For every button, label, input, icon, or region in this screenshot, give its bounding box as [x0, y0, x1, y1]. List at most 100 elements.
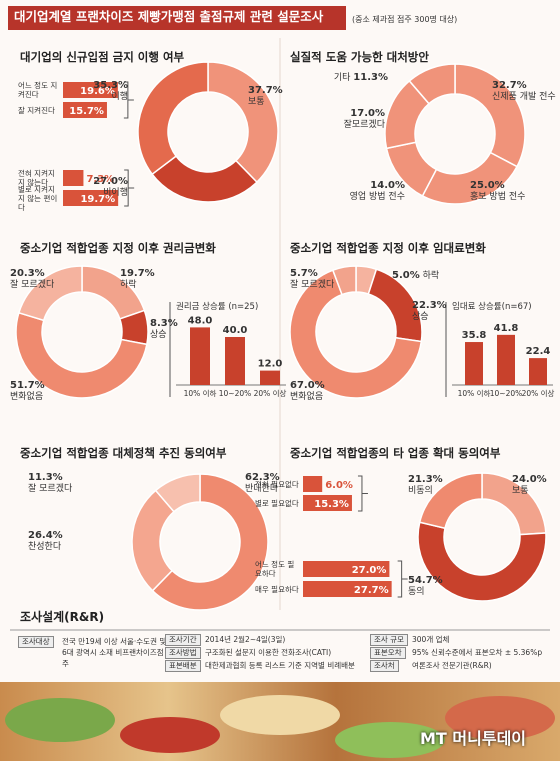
slice-label: 5.0% 하락 [392, 270, 439, 282]
photo-detail [445, 696, 555, 740]
slice-label: 27.0% 비이행 [18, 176, 128, 199]
breakdown-value-label: 35.8 [462, 330, 487, 341]
chart-title: 중소기업 적합업종 대체정책 추진 동의여부 [20, 446, 227, 460]
breakdown-value-label: 40.0 [223, 325, 248, 336]
slice-category: 영업 방법 전수 [349, 192, 405, 202]
breakdown-category: 10~20% [219, 389, 252, 398]
slice-label: 20.3% 잘 모르겠다 [10, 268, 54, 291]
survey-label: 조사기간 [165, 634, 201, 646]
breakdown-bar [63, 102, 107, 118]
slice-label: 5.7% 잘 모르겠다 [290, 268, 334, 291]
breakdown-bar [303, 581, 392, 597]
slice-value-label: 14.0% [370, 180, 405, 191]
slice-label: 17.0% 잘모르겠다 [275, 108, 385, 131]
bracket [124, 169, 135, 207]
bracket [357, 475, 368, 512]
breakdown-category: 잘 지켜진다 [18, 105, 55, 115]
breakdown-bar [529, 358, 547, 385]
donut-slice [454, 63, 526, 168]
slice-category: 이행 [111, 92, 128, 102]
slice-value-label: 11.3% [28, 472, 63, 483]
slice-category: 신제품 개발 전수 [492, 92, 556, 102]
slice-category: 동의 [408, 587, 425, 597]
breakdown-bar [497, 334, 515, 385]
slice-category: 잘모르겠다 [343, 120, 385, 130]
survey-text: 여론조사 전문기관(R&R) [412, 661, 492, 670]
breakdown-value-label: 22.4 [526, 346, 551, 357]
breakdown-bar [465, 342, 483, 385]
photo-detail [120, 717, 220, 753]
donut-slice [151, 473, 269, 611]
slice-label: 37.7% 보통 [248, 85, 283, 108]
slice-label: 8.3% 상승 [150, 318, 178, 341]
logo: MT 머니투데이 [420, 729, 527, 748]
slice-label: 14.0% 영업 방법 전수 [295, 180, 405, 203]
breakdown-bar [63, 190, 119, 206]
breakdown-bar [303, 561, 390, 577]
slice-category: 하락 [120, 280, 137, 290]
survey-label: 표본오차 [370, 647, 406, 659]
slice-value-label: 62.3% [245, 472, 280, 483]
slice-category: 보통 [248, 97, 265, 107]
breakdown-category: 별로 지켜지지 않는 편이다 [18, 184, 58, 212]
survey-text: 300개 업체 [412, 635, 450, 644]
slice-category: 하락 [422, 271, 440, 281]
donut-slice [15, 311, 148, 399]
bracket [123, 81, 134, 119]
slice-category: 변화없음 [290, 392, 324, 402]
breakdown-category: 어느 정도 지켜진다 [18, 81, 58, 99]
breakdown-category: 10% 이하 [184, 388, 217, 398]
breakdown-bar [260, 370, 280, 385]
slice-label: 26.4% 찬성한다 [28, 530, 63, 553]
breakdown-category: 전혀 필요없다 [255, 479, 299, 489]
slice-category: 홍보 방법 전수 [470, 192, 526, 202]
breakdown-bar [63, 170, 84, 186]
breakdown-category: 10% 이하 [458, 388, 491, 398]
donut-slice [207, 61, 279, 184]
photo-detail [220, 695, 340, 735]
donut-slice [331, 265, 357, 296]
slice-value-label: 5.7% [290, 268, 318, 279]
slice-value-label: 19.7% [120, 268, 155, 279]
survey-label: 조사대상 [18, 636, 54, 648]
slice-value-label: 11.3% [353, 72, 388, 83]
donut-slice [289, 269, 423, 399]
breakdown-value-label: 12.0 [258, 359, 283, 370]
slice-label: 32.7% 신제품 개발 전수 [492, 80, 556, 103]
survey-text: 2014년 2월2~4일(3일) [205, 635, 286, 644]
donut-slice [417, 521, 547, 602]
slice-value-label: 25.0% [470, 180, 505, 191]
survey-text: 전국 만19세 이상 서울·수도권 및 6대 광역시 소재 비프랜차이즈점주 [62, 637, 167, 668]
slice-category: 보통 [512, 486, 529, 496]
donut-slice [151, 155, 258, 203]
chart-title: 중소기업 적합업종 지정 이후 권리금변화 [20, 241, 216, 255]
breakdown-bar [225, 337, 245, 385]
slice-label: 35.3% 이행 [18, 80, 128, 103]
donut-slice [17, 265, 83, 322]
slice-value-label: 51.7% [10, 380, 45, 391]
breakdown-value-label: 15.7% [69, 106, 104, 117]
slice-category: 반대한다 [245, 484, 279, 494]
page-title: 대기업계열 프랜차이즈 제빵가맹점 출점규제 관련 설문조사 [14, 9, 324, 24]
slice-category: 상승 [150, 330, 167, 340]
slice-label: 51.7% 변화없음 [10, 380, 45, 403]
chart-title: 중소기업 적합업종 지정 이후 임대료변화 [290, 241, 486, 255]
slice-label: 25.0% 홍보 방법 전수 [470, 180, 525, 203]
survey-label: 조사방법 [165, 647, 201, 659]
survey-title: 조사설계(R&R) [20, 610, 105, 624]
survey-label: 조사처 [370, 660, 399, 672]
breakdown-category: 20% 이상 [254, 388, 287, 398]
slice-value-label: 24.0% [512, 474, 547, 485]
slice-category: 변화없음 [10, 392, 44, 402]
breakdown-value-label: 48.0 [188, 315, 213, 326]
donut-slice [408, 63, 456, 105]
slice-value-label: 32.7% [492, 80, 527, 91]
slice-value-label: 22.3% [412, 300, 447, 311]
chart-title: 실질적 도움 가능한 대처방안 [290, 50, 429, 64]
survey-label: 조사 규모 [370, 634, 408, 646]
breakdown-category: 별로 필요없다 [255, 498, 299, 508]
breakdown-value-label: 19.7% [80, 194, 115, 205]
slice-value-label: 27.0% [93, 176, 128, 187]
